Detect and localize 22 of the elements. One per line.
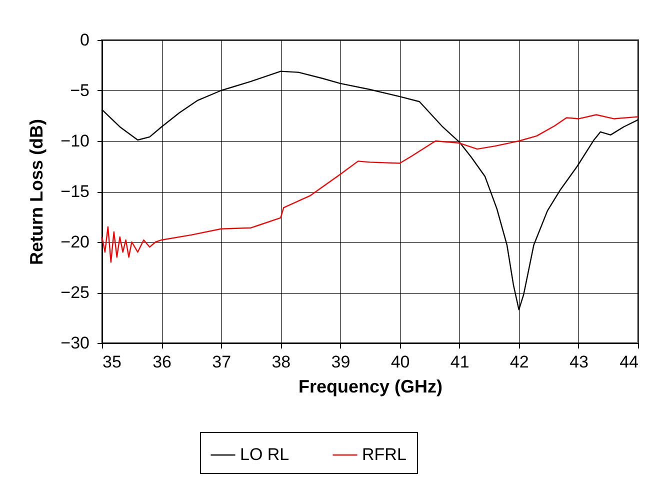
y-tick-label: 0	[80, 30, 90, 50]
y-tick-label: −25	[60, 283, 90, 302]
x-tick-label: 37	[212, 352, 232, 372]
x-tick-label: 39	[331, 352, 350, 372]
x-tick-label: 38	[272, 352, 291, 372]
x-axis-title: Frequency (GHz)	[298, 376, 443, 396]
x-tick-label: 36	[152, 352, 172, 372]
x-tick-label: 40	[390, 352, 410, 372]
x-tick-label: 35	[102, 352, 122, 372]
legend-label: LO RL	[240, 445, 290, 464]
y-tick-label: −5	[70, 81, 90, 100]
x-tick-label: 41	[450, 352, 470, 372]
y-axis-title: Return Loss (dB)	[26, 119, 47, 265]
x-tick-label: 44	[620, 352, 638, 372]
y-tick-label: −15	[60, 182, 90, 201]
x-tick-label: 42	[510, 352, 529, 372]
x-tick-label: 43	[569, 352, 588, 372]
y-tick-label: −10	[60, 132, 90, 150]
y-tick-label: −20	[60, 232, 90, 252]
line-series	[101, 114, 639, 263]
y-tick-label: −30	[60, 334, 90, 352]
legend-label: RFRL	[362, 445, 406, 464]
